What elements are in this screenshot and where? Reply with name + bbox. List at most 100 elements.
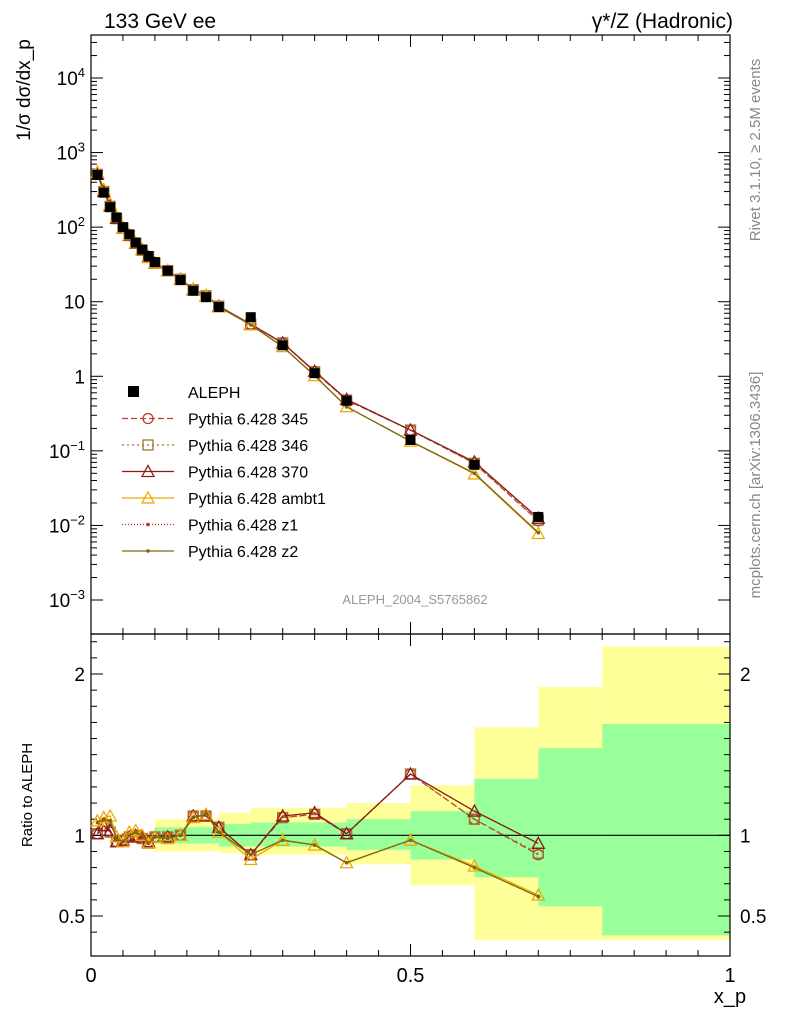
ratio-y-tick-label: 0.5 — [740, 907, 766, 928]
aleph-data-point — [469, 459, 480, 470]
stat-band — [474, 778, 539, 878]
series-marker — [191, 815, 196, 820]
aleph-data-point — [245, 312, 256, 323]
aleph-data-point — [92, 170, 103, 181]
main-y-axis-label: 1/σ dσ/dx_p — [14, 39, 35, 141]
series-marker — [280, 838, 285, 842]
legend-label: Pythia 6.428 345 — [188, 412, 308, 429]
series-marker — [96, 818, 111, 832]
series-marker — [109, 829, 124, 843]
series-marker — [121, 839, 125, 844]
aleph-data-point — [201, 292, 212, 303]
legend-label: Pythia 6.428 z2 — [188, 544, 298, 561]
legend-label: Pythia 6.428 z1 — [188, 518, 298, 535]
series-marker — [531, 887, 546, 901]
series-marker — [403, 766, 418, 780]
series-marker — [115, 834, 131, 848]
series-marker — [141, 836, 156, 850]
series-marker — [146, 549, 150, 553]
main-y-tick-exponent: −2 — [70, 512, 85, 527]
series-marker — [153, 835, 157, 839]
x-tick-label: 0 — [85, 965, 96, 987]
main-y-tick-exponent: 2 — [78, 214, 85, 229]
series-marker — [198, 807, 214, 821]
series-marker — [142, 412, 154, 425]
series-marker — [307, 805, 322, 819]
series-marker — [127, 833, 132, 838]
ratio-series-line — [97, 813, 539, 898]
series-marker — [468, 813, 481, 825]
series-marker — [135, 829, 150, 843]
series-marker — [142, 439, 154, 451]
series-marker — [248, 323, 253, 327]
series-marker — [243, 852, 258, 866]
x-tick-label: 0.5 — [397, 965, 425, 987]
series-marker — [344, 404, 349, 409]
series-marker — [531, 526, 546, 540]
main-plot-series — [90, 164, 546, 540]
series-marker — [160, 829, 175, 843]
series-marker — [217, 830, 221, 834]
ratio-uncertainty-bands — [154, 646, 730, 941]
series-marker — [165, 836, 170, 841]
aleph-data-point — [277, 340, 288, 351]
main-y-tick-exponent: −1 — [70, 438, 85, 453]
series-marker — [339, 399, 354, 413]
aleph-data-point — [175, 275, 186, 286]
aleph-data-point — [117, 222, 128, 233]
series-marker — [467, 466, 482, 480]
main-y-tick-exponent: 4 — [78, 65, 85, 80]
main-y-tick-exponent: 3 — [78, 140, 85, 155]
aleph-data-point — [143, 251, 154, 262]
series-marker — [140, 490, 156, 504]
main-y-tick-label: 104 — [57, 65, 85, 90]
series-marker — [467, 858, 482, 872]
series-marker — [101, 817, 106, 821]
series-marker — [114, 836, 119, 841]
header-right-label: γ*/Z (Hadronic) — [592, 10, 733, 33]
series-marker — [472, 865, 477, 870]
x-tick-label: 1 — [724, 965, 735, 987]
series-marker — [243, 317, 258, 331]
series-marker — [312, 843, 317, 847]
aleph-data-point — [309, 368, 320, 379]
series-marker — [90, 826, 105, 840]
aleph-data-point — [105, 202, 116, 213]
series-marker — [204, 812, 208, 817]
stat-band — [602, 724, 730, 936]
series-marker — [344, 860, 349, 865]
series-marker — [146, 522, 150, 527]
legend-label: Pythia 6.428 370 — [188, 465, 308, 482]
aleph-data-point — [341, 395, 352, 406]
series-marker — [408, 838, 413, 842]
aleph-data-point — [149, 257, 160, 268]
main-y-axis-label-text: 1/σ dσ/dx_p — [14, 39, 35, 141]
series-marker — [186, 808, 201, 822]
series-marker — [275, 832, 290, 846]
series-marker — [339, 826, 354, 840]
series-marker — [472, 471, 477, 476]
rivet-label: Rivet 3.1.10, ≥ 2.5M events — [747, 59, 764, 242]
aleph-data-point — [124, 229, 135, 240]
aleph-data-point — [162, 265, 173, 276]
main-y-tick-label: 1 — [74, 367, 85, 388]
legend-aleph-marker — [128, 386, 139, 397]
series-marker — [135, 827, 150, 841]
main-y-tick-label: 10−1 — [49, 438, 85, 463]
ratio-y-axis-label: Ratio to ALEPH — [19, 743, 36, 847]
aleph-data-point — [405, 434, 416, 445]
legend-label: Pythia 6.428 346 — [188, 438, 308, 455]
series-marker — [536, 894, 541, 899]
series-marker — [95, 820, 100, 825]
aleph-data-point — [533, 511, 544, 522]
series-marker — [211, 824, 226, 838]
series-marker — [178, 833, 183, 838]
stat-band — [538, 748, 603, 907]
series-marker — [403, 832, 418, 846]
aleph-data-point — [137, 244, 148, 255]
series-marker — [140, 464, 156, 478]
main-y-tick-label: 103 — [57, 140, 85, 165]
aleph-data-point — [130, 237, 141, 248]
series-marker — [275, 808, 290, 822]
ratio-plot-frame: 0.5 0.5 1 1 2 2 0 0.5 1 — [59, 633, 766, 987]
